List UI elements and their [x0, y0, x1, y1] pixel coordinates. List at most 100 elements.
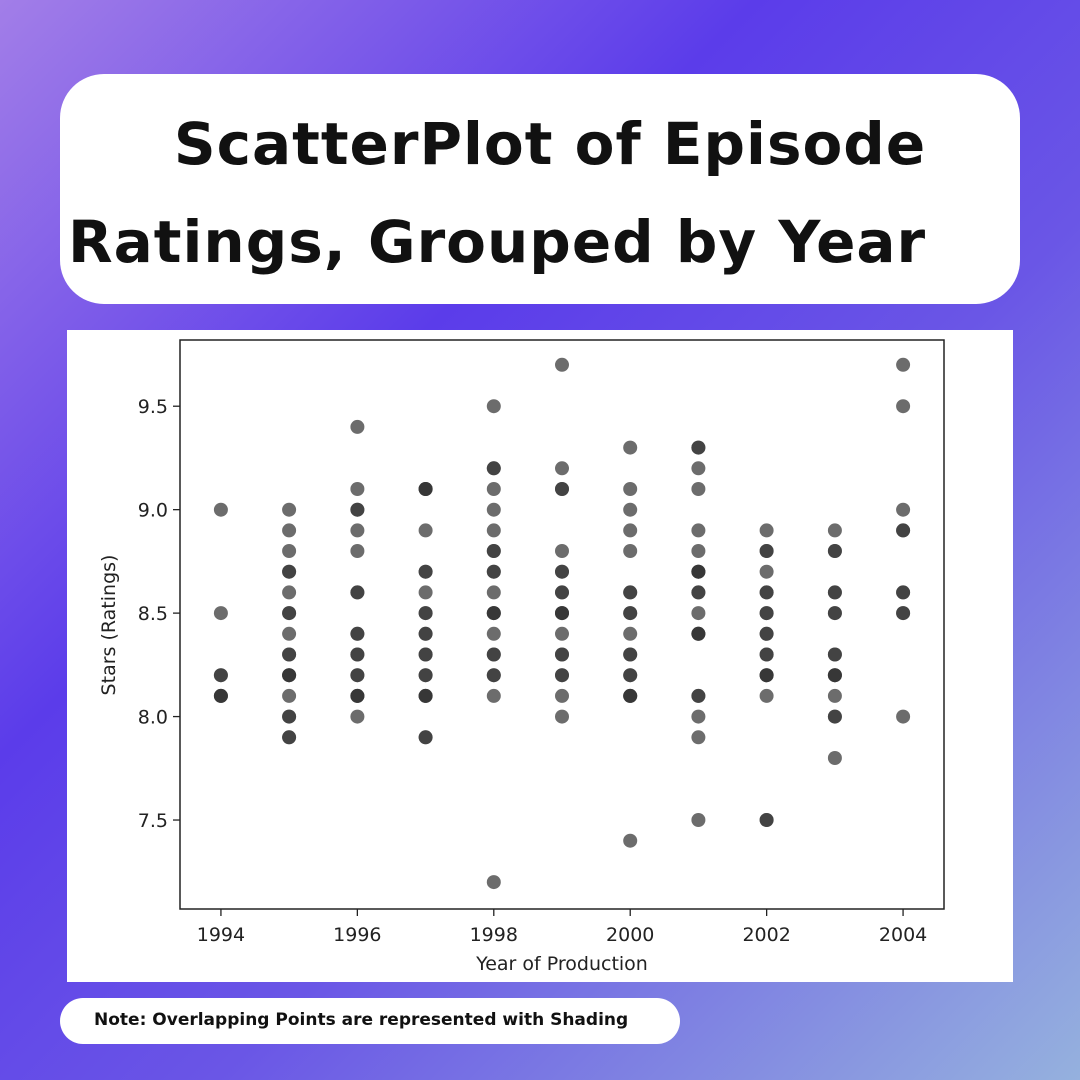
- data-point: [691, 564, 706, 579]
- data-point: [486, 399, 501, 414]
- note-pill: Note: Overlapping Points are represented…: [60, 998, 680, 1044]
- x-axis-title: Year of Production: [475, 953, 648, 975]
- data-point: [282, 688, 297, 703]
- data-point: [282, 626, 297, 641]
- data-point: [555, 709, 569, 724]
- data-point: [282, 585, 297, 600]
- data-point: [555, 544, 569, 558]
- y-tick-label: 8.0: [138, 707, 168, 729]
- data-point: [486, 606, 501, 621]
- data-point: [486, 875, 501, 890]
- data-point: [486, 585, 501, 600]
- scatter-chart: 1994 1996 1998 2000 2002 20047.58.08.59.09.5 …: [98, 339, 945, 975]
- data-point: [213, 688, 228, 703]
- data-point: [827, 606, 842, 621]
- data-point: [623, 668, 638, 683]
- data-point: [623, 585, 638, 600]
- data-point: [486, 523, 501, 538]
- data-point: [350, 523, 365, 538]
- data-point: [418, 688, 433, 703]
- data-point: [691, 606, 706, 621]
- data-point: [350, 626, 365, 641]
- x-tick-label: 2004: [879, 924, 927, 946]
- data-point: [350, 647, 365, 662]
- data-point: [486, 647, 501, 662]
- data-point: [759, 626, 774, 641]
- data-point: [827, 544, 842, 558]
- x-tick-label: 1998: [470, 924, 518, 946]
- data-point: [282, 564, 297, 579]
- data-point: [213, 502, 228, 517]
- data-point: [827, 523, 842, 538]
- points-layer: [213, 357, 911, 890]
- data-point: [623, 544, 638, 558]
- data-point: [486, 688, 501, 703]
- data-point: [350, 668, 365, 683]
- data-point: [555, 461, 569, 476]
- data-point: [486, 482, 501, 496]
- data-point: [827, 709, 842, 724]
- data-point: [486, 502, 501, 517]
- data-point: [759, 647, 774, 662]
- data-point: [555, 585, 569, 600]
- data-point: [759, 688, 774, 703]
- data-point: [759, 813, 774, 827]
- data-point: [418, 668, 433, 683]
- data-point: [486, 668, 501, 683]
- data-point: [282, 502, 297, 517]
- data-point: [759, 564, 774, 579]
- data-point: [827, 751, 842, 765]
- data-point: [691, 461, 706, 476]
- data-point: [623, 482, 638, 496]
- data-point: [827, 585, 842, 600]
- data-point: [896, 399, 911, 414]
- data-point: [623, 440, 638, 455]
- data-point: [282, 647, 297, 662]
- data-point: [350, 709, 365, 724]
- y-tick-label: 7.5: [138, 810, 168, 832]
- data-point: [827, 647, 842, 662]
- data-point: [623, 647, 638, 662]
- y-tick-label: 8.5: [138, 603, 168, 625]
- data-point: [691, 544, 706, 558]
- data-point: [623, 626, 638, 641]
- data-point: [623, 502, 638, 517]
- data-point: [896, 502, 911, 517]
- data-point: [691, 440, 706, 455]
- data-point: [350, 585, 365, 600]
- data-point: [350, 544, 365, 558]
- data-point: [555, 606, 569, 621]
- x-tick-label: 2000: [606, 924, 654, 946]
- data-point: [896, 357, 911, 372]
- data-point: [623, 833, 638, 848]
- data-point: [282, 730, 297, 745]
- data-point: [759, 606, 774, 621]
- data-point: [759, 523, 774, 538]
- y-tick-label: 9.5: [138, 396, 168, 418]
- data-point: [896, 523, 911, 538]
- data-point: [213, 668, 228, 683]
- ticks-layer: 1994 1996 1998 2000 2002 2004 7.5 8.0 8.5 9.0 9.5: [138, 396, 927, 946]
- data-point: [282, 709, 297, 724]
- y-axis-title: Stars (Ratings): [98, 555, 120, 696]
- data-point: [691, 482, 706, 496]
- data-point: [418, 647, 433, 662]
- data-point: [555, 668, 569, 683]
- chart-panel: 1994 1996 1998 2000 2002 2004 7.5 8.0 8.5 9.0 9.5 …: [67, 330, 1013, 982]
- data-point: [759, 668, 774, 683]
- data-point: [486, 544, 501, 558]
- data-point: [555, 647, 569, 662]
- data-point: [555, 357, 569, 372]
- data-point: [691, 585, 706, 600]
- data-point: [555, 626, 569, 641]
- data-point: [282, 523, 297, 538]
- data-point: [350, 688, 365, 703]
- data-point: [418, 585, 433, 600]
- data-point: [691, 688, 706, 703]
- page-title-line-1: ScatterPlot of Episode: [173, 110, 927, 178]
- data-point: [691, 523, 706, 538]
- data-point: [896, 606, 911, 621]
- data-point: [213, 606, 228, 621]
- y-tick-label: 9.0: [138, 500, 168, 522]
- data-point: [282, 606, 297, 621]
